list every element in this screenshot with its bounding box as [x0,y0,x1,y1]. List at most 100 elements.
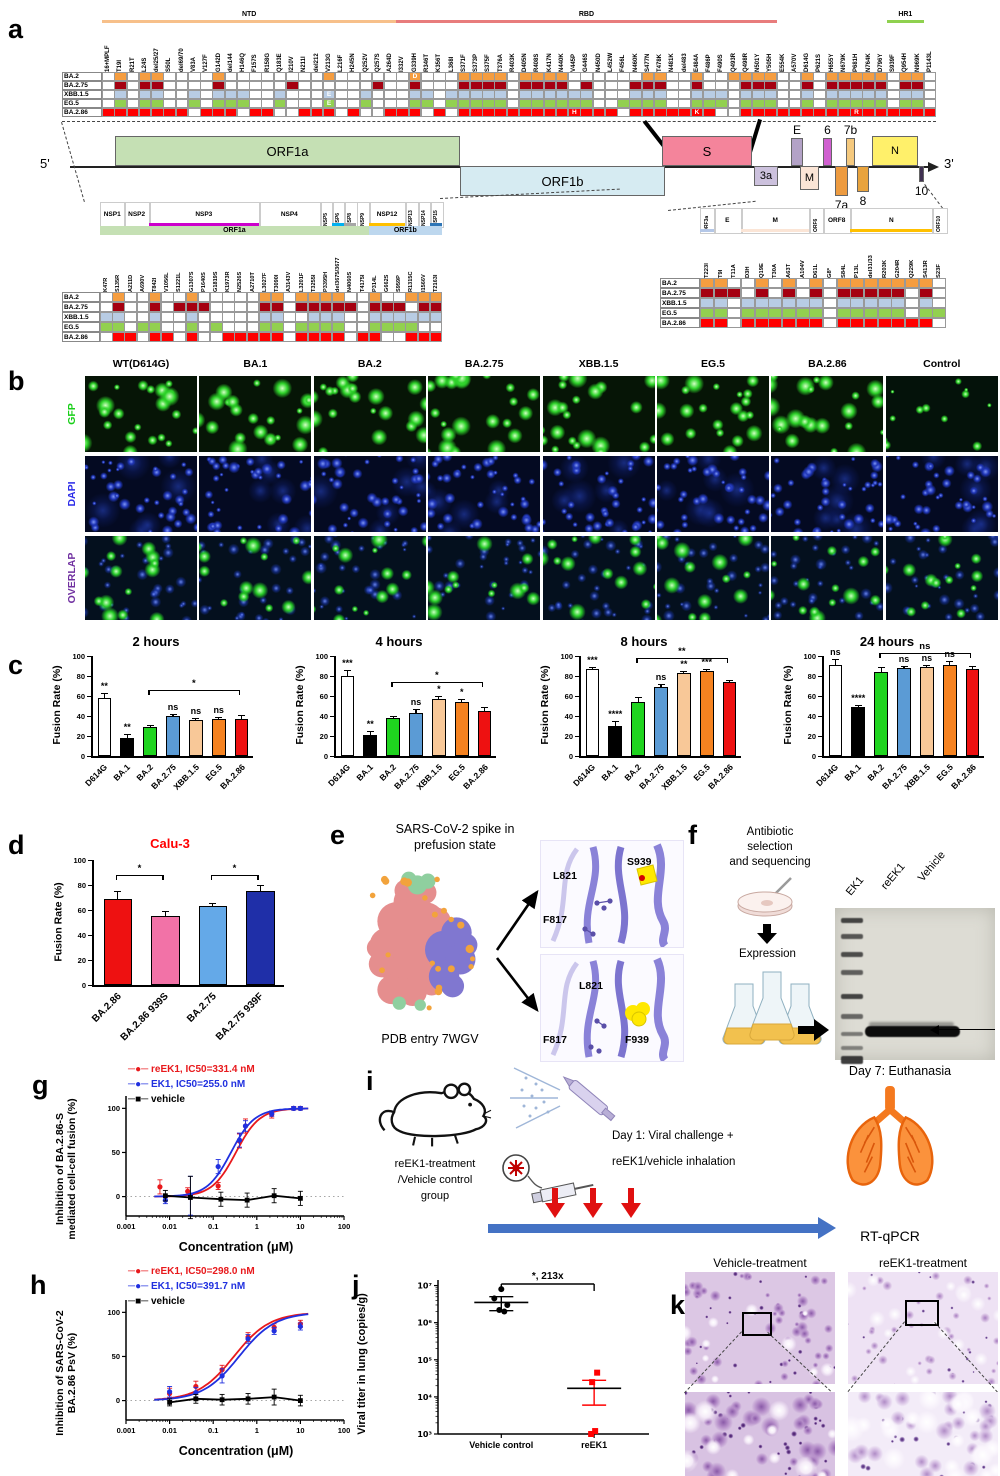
error-cap [703,669,711,671]
sig-label: ns [655,672,667,682]
mutation-cell [429,332,443,342]
mutation-cell [209,302,223,312]
mutation-label: S135R [115,274,122,292]
mutation-cell [393,322,406,332]
workflow-step1-line1: Antibiotic [746,826,794,838]
microscopy-image-DAPI-BA.2.86 [771,456,884,532]
mutation-cell [813,72,826,81]
mutation-cell [161,332,174,342]
error-cap [209,902,217,904]
mutation-cell [666,90,679,99]
residue-label: F817 [543,914,567,926]
group-label-N: N [888,216,894,224]
petri-dish-icon [737,877,793,917]
svg-text:1: 1 [255,1222,259,1231]
gene-3a: 3a [754,166,778,186]
group-label-M: M [772,216,778,224]
mutation-cell: D [408,72,422,81]
y-tick-label: 0 [323,752,328,761]
group-label-line3: group [420,1190,450,1202]
mutation-cell [918,278,933,288]
mutation-cell [592,108,606,117]
y-tick-label: 60 [564,692,573,701]
microscopy-image-OVERLAP-BA.1 [199,536,312,620]
mutation-cell [335,81,348,90]
mutation-label: S84L [840,264,847,278]
mutation-cell [469,81,483,90]
y-tick [330,676,334,678]
mutation-cell [100,302,113,312]
mutation-label: Q257S [374,53,381,72]
mutation-cell [273,72,287,81]
region-label-NTD: NTD [241,11,257,18]
microscopy-column-header: BA.2 [357,358,382,370]
y-tick-label: 100 [72,652,85,661]
mutation-cell [690,99,704,108]
mutation-cell [151,108,164,117]
row-label-BA.2.86: BA.2.86 [62,332,100,342]
bracket-end [636,658,638,663]
inhibition-psv-plot: 0.001 0.01 0.1 1 10 100 0 50 100 [107,1300,350,1435]
mutation-cell [258,322,272,332]
sig-label: **** [608,709,623,719]
mutation-cell [715,99,728,108]
bar-BA.2.86 [477,711,492,756]
mutation-cell [776,99,790,108]
y-tick-label: 100 [315,652,328,661]
mutation-cell [923,99,937,108]
y-tick [575,656,579,658]
error-cap [588,667,596,669]
y-axis-label: Fusion Rate (%) [294,665,306,745]
group-cell-border [100,202,127,228]
bar-BA.2.75 [654,687,668,756]
mutation-cell [173,302,186,312]
mutation-cell [862,90,876,99]
y-tick [87,696,91,698]
mutation-cell [568,90,581,99]
error-line [117,891,119,899]
mutation-cell [212,72,226,81]
ladder-band [841,952,863,957]
row-label-BA.2.86: BA.2.86 [660,318,700,328]
row-label-XBB.1.5: XBB.1.5 [62,90,102,99]
group-bar [332,223,345,226]
mutation-label: L3201F [298,272,305,292]
microscopy-image-DAPI-EG.5 [657,456,769,532]
row-label-XBB.1.5: XBB.1.5 [62,312,100,322]
mutation-cell [126,108,140,117]
error-cap [946,661,954,663]
error-cap [969,666,977,668]
bracket-end [115,875,118,880]
mutation-cell [702,90,716,99]
mutation-label: Q498R [742,52,749,72]
y-tick [818,696,822,698]
day1-text-line2: reEK1/vehicle inhalation [612,1156,736,1168]
y-tick-label: 0 [80,752,85,761]
mutation-cell: E [322,90,336,99]
mutation-label: T9I [717,269,724,278]
mutation-label: T19I [117,59,124,72]
mutation-cell [102,81,115,90]
svg-text:0.1: 0.1 [208,1222,218,1231]
ladder-band [841,934,863,939]
mutation-label: I1566V [420,274,427,292]
mutation-cell [433,108,446,117]
mutation-cell [408,108,422,117]
mutation-label: Y505H [767,53,774,72]
zoom-region-box [742,1312,772,1336]
mutation-cell [741,278,756,288]
microscopy-column-header: XBB.1.5 [578,358,619,370]
mutation-cell [295,332,309,342]
mutation-cell [249,90,262,99]
mutation-cell [850,288,865,298]
endpoint-text: RT-qPCR [860,1228,920,1244]
error-cap [435,696,443,698]
microscopy-image-OVERLAP-Control [885,536,998,620]
bracket-end [257,875,259,880]
y-tick-label: 20 [76,732,85,741]
panel-i-label: i [366,1066,374,1096]
mutation-cell [741,308,756,318]
mutation-label: S373P [473,53,480,72]
y-axis-label: Inhibition of SARS-CoV-2 BA.2.86 PsV (%) [54,1310,78,1436]
panel-k-label: k [670,1290,686,1320]
